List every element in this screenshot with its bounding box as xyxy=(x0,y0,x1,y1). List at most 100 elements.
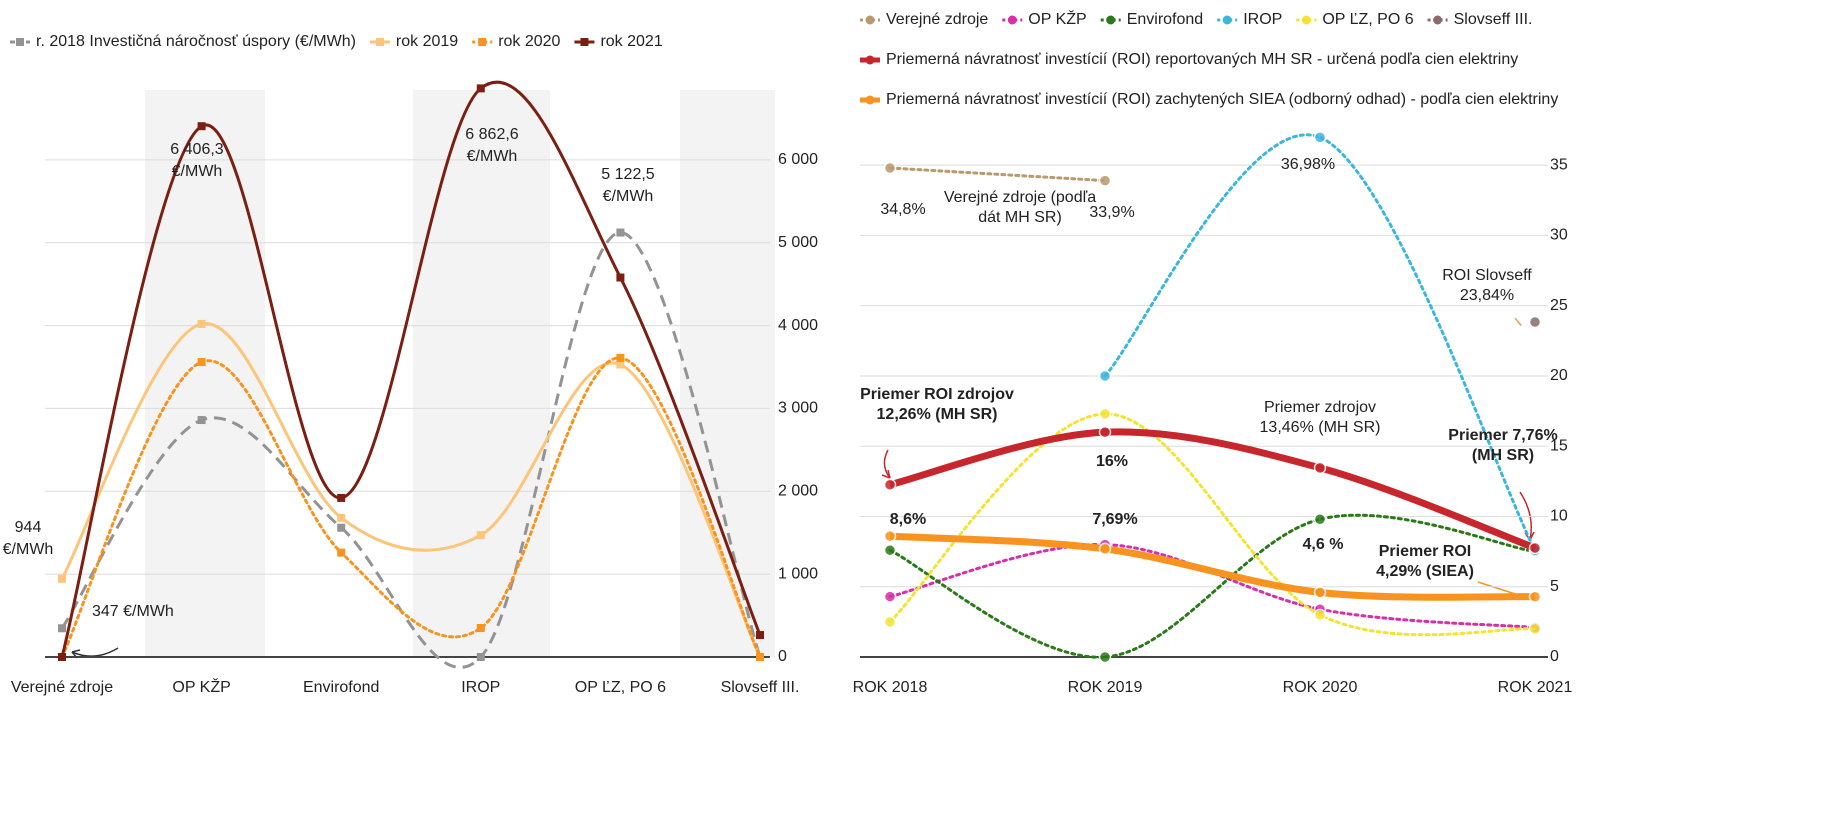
legend-marker xyxy=(865,95,875,105)
y-tick-label: 35 xyxy=(1550,156,1568,173)
x-tick-label: IROP xyxy=(461,679,500,696)
x-tick-label: ROK 2018 xyxy=(853,679,928,696)
arrow-head xyxy=(881,469,891,479)
point xyxy=(1313,586,1327,599)
point xyxy=(337,493,346,502)
value-label: 6 406,3 €/MWh xyxy=(170,141,223,180)
legend-label: rok 2021 xyxy=(600,33,662,50)
value-label: 36,98% xyxy=(1281,156,1335,173)
series-line xyxy=(888,166,1107,183)
point xyxy=(337,523,346,532)
legend-marker xyxy=(1106,15,1116,25)
value-label: 16% xyxy=(1096,453,1128,470)
legend-marker xyxy=(1222,15,1232,25)
legend-marker xyxy=(1433,15,1443,25)
legend-label: r. 2018 Investičná náročnosť úspory (€/M… xyxy=(36,33,356,50)
point xyxy=(476,624,485,632)
point xyxy=(883,478,897,491)
y-tick-label: 30 xyxy=(1550,227,1568,244)
point xyxy=(1313,513,1327,526)
series-line xyxy=(60,356,762,659)
x-tick-label: Verejné zdroje xyxy=(11,679,113,696)
point xyxy=(756,631,764,640)
x-tick-label: OP ĽZ, PO 6 xyxy=(575,679,666,696)
point xyxy=(197,358,206,367)
point xyxy=(883,615,897,629)
legend-label: OP KŽP xyxy=(1028,9,1086,28)
legend-marker xyxy=(865,15,875,25)
value-label: 7,69% xyxy=(1092,511,1137,528)
value-label: 347 €/MWh xyxy=(92,603,174,620)
point xyxy=(1098,369,1112,383)
point xyxy=(1098,425,1112,439)
annotation-line: Priemer 7,76% xyxy=(1448,427,1557,444)
point xyxy=(1528,541,1542,555)
legend-label: rok 2019 xyxy=(396,33,458,50)
point xyxy=(883,543,897,557)
point xyxy=(883,590,897,603)
x-tick-label: OP KŽP xyxy=(172,677,230,696)
point xyxy=(337,513,346,522)
legend-label: IROP xyxy=(1243,11,1282,28)
legend-label: Verejné zdroje xyxy=(886,11,988,28)
band xyxy=(413,90,550,657)
point xyxy=(476,531,485,540)
arrow xyxy=(1519,491,1532,541)
y-tick-label: 10 xyxy=(1550,508,1568,525)
legend-marker xyxy=(1301,15,1311,25)
arrow xyxy=(1514,317,1522,326)
y-tick-label: 1 000 xyxy=(778,565,818,582)
point xyxy=(616,353,625,362)
bands xyxy=(145,90,775,657)
legend-label: Priemerná návratnosť investícií (ROI) re… xyxy=(886,51,1518,68)
y-tick-label: 5 000 xyxy=(778,234,818,251)
x-tick-label: ROK 2020 xyxy=(1283,679,1358,696)
point xyxy=(616,360,625,369)
annotation-line: Priemer ROI zdrojov xyxy=(860,386,1014,403)
annotation-line: Priemer ROI xyxy=(1379,543,1471,560)
point xyxy=(756,653,764,661)
value-label: 33,9% xyxy=(1089,204,1134,221)
point xyxy=(58,653,66,661)
value-label: 8,6% xyxy=(890,511,926,528)
value-label: 4,6 % xyxy=(1303,536,1344,553)
value-label: 34,8% xyxy=(880,201,925,218)
x-tick-label: Slovseff III. xyxy=(721,679,800,696)
x-tick-label: ROK 2021 xyxy=(1498,679,1573,696)
point xyxy=(883,161,897,175)
point xyxy=(197,416,206,425)
y-tick-label: 20 xyxy=(1550,367,1568,384)
annotation: Priemer 7,76% (MH SR) xyxy=(1448,427,1557,464)
point xyxy=(616,273,625,282)
point xyxy=(1528,315,1542,329)
point xyxy=(1313,608,1327,622)
y-tick-label: 0 xyxy=(778,648,787,665)
annotation-line: ROI Slovseff xyxy=(1442,267,1532,284)
point xyxy=(616,228,625,237)
y-tick-label: 5 xyxy=(1550,578,1559,595)
point xyxy=(1528,622,1542,636)
point xyxy=(1098,407,1112,421)
x-tick-label: ROK 2019 xyxy=(1068,679,1143,696)
series-line xyxy=(60,231,762,669)
series-line xyxy=(60,322,762,658)
band xyxy=(145,90,265,657)
series-line xyxy=(889,532,1536,601)
annotation: Priemer zdrojov 13,46% (MH SR) xyxy=(1260,399,1381,436)
point xyxy=(883,529,897,543)
y-tick-label: 3 000 xyxy=(778,400,818,417)
point xyxy=(476,653,485,661)
annotation-line: dát MH SR) xyxy=(978,209,1062,226)
point xyxy=(58,624,66,633)
annotation-line: 4,29% (SIEA) xyxy=(1376,563,1474,580)
annotation-line: 23,84% xyxy=(1460,287,1514,304)
point xyxy=(1098,174,1112,187)
legend-label: Priemerná návratnosť investícií (ROI) za… xyxy=(886,91,1558,108)
legend-label: Slovseff III. xyxy=(1454,11,1533,28)
value-label: 944 €/MWh xyxy=(3,519,54,558)
x-tick-label: Envirofond xyxy=(303,679,380,696)
point xyxy=(1098,650,1112,664)
series-line xyxy=(888,543,1537,629)
value-label: 6 862,6 €/MWh xyxy=(465,126,518,165)
point xyxy=(1313,131,1327,144)
